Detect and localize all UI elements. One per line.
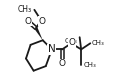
Text: CH₃: CH₃	[65, 38, 77, 44]
Text: CH₃: CH₃	[83, 62, 96, 68]
Text: CH₃: CH₃	[17, 5, 31, 14]
Polygon shape	[34, 27, 43, 40]
Text: O: O	[25, 17, 32, 26]
Text: CH₃: CH₃	[92, 40, 105, 46]
Text: O: O	[69, 38, 76, 47]
Text: O: O	[59, 59, 66, 68]
Text: O: O	[38, 17, 46, 26]
Text: N: N	[48, 44, 56, 54]
